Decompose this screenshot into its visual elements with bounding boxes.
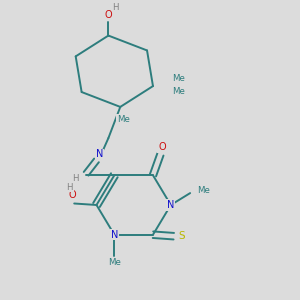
Text: O: O <box>105 11 112 20</box>
Text: Me: Me <box>172 74 185 83</box>
Text: Me: Me <box>108 258 121 267</box>
Text: H: H <box>67 183 73 192</box>
Text: Me: Me <box>117 115 130 124</box>
Text: Me: Me <box>198 186 210 195</box>
Text: H: H <box>112 3 119 12</box>
Text: H: H <box>72 174 79 183</box>
Text: N: N <box>96 149 103 160</box>
Text: N: N <box>167 200 175 210</box>
Text: S: S <box>178 231 184 241</box>
Text: O: O <box>69 190 76 200</box>
Text: N: N <box>111 230 118 240</box>
Text: Me: Me <box>172 87 185 96</box>
Text: O: O <box>158 142 166 152</box>
